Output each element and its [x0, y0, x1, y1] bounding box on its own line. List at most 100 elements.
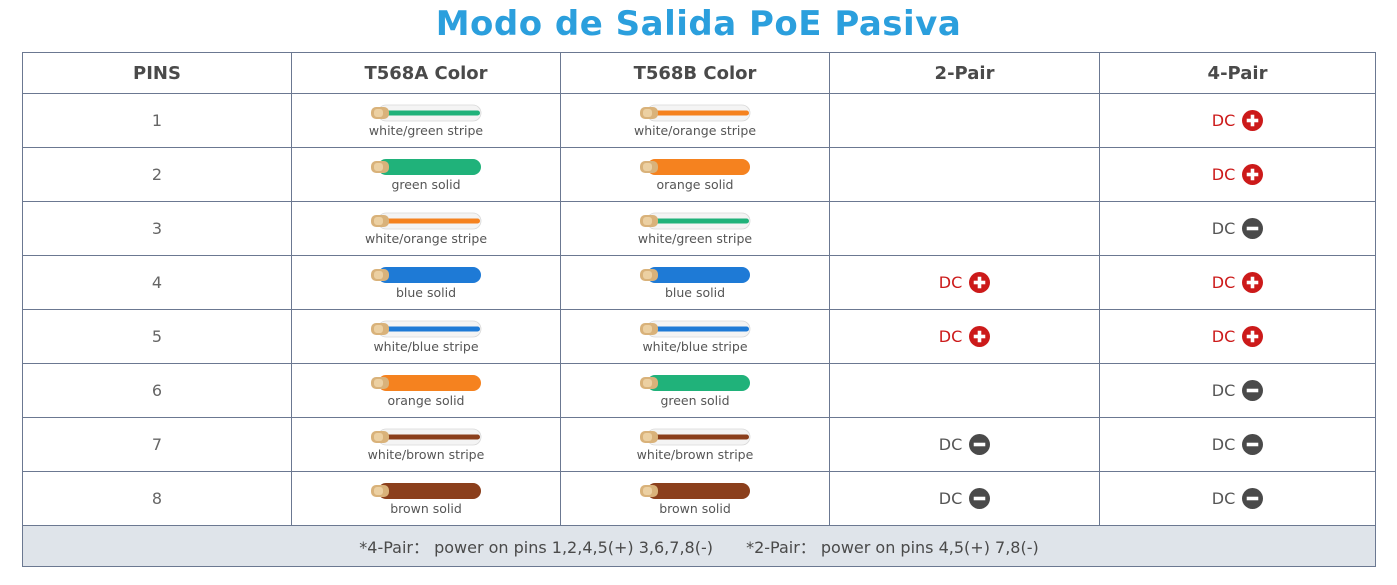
t568a-wire-label: brown solid	[390, 500, 462, 516]
minus-circle-icon	[1242, 380, 1264, 401]
dc-label: DC	[1211, 219, 1236, 238]
table-row: 7 white/brown stripe white/brown stripe DC D…	[22, 417, 1376, 472]
dc-label: DC	[938, 435, 963, 454]
t568b-wire-cell: green solid	[560, 363, 830, 418]
pin-number: 6	[22, 363, 292, 418]
t568a-wire-icon	[371, 266, 481, 283]
dc-polarity: DC	[1212, 110, 1264, 131]
t568b-wire-label: blue solid	[664, 284, 726, 300]
t568a-wire-label: green solid	[391, 176, 461, 192]
header-2-pair: 2-Pair	[829, 52, 1100, 94]
t568a-wire-icon	[371, 482, 481, 499]
t568a-wire-cell: white/orange stripe	[291, 201, 561, 256]
poe-pinout-table: PINS T568A Color T568B Color 2-Pair 4-Pa…	[22, 52, 1376, 567]
t568b-wire-label: white/blue stripe	[642, 338, 748, 354]
pin-number: 2	[22, 147, 292, 202]
header-4-pair: 4-Pair	[1099, 52, 1376, 94]
p2-cell	[829, 201, 1100, 256]
t568b-wire-cell: brown solid	[560, 471, 830, 526]
t568a-wire-label: white/blue stripe	[373, 338, 479, 354]
dc-label: DC	[1211, 327, 1236, 346]
table-header-row: PINS T568A Color T568B Color 2-Pair 4-Pa…	[22, 52, 1376, 94]
dc-polarity: DC	[1212, 488, 1264, 509]
table-row: 5 white/blue stripe white/blue stripe DC DC	[22, 309, 1376, 364]
t568b-wire-icon	[640, 104, 751, 121]
minus-circle-icon	[1242, 218, 1264, 239]
dc-polarity: DC	[1212, 434, 1264, 455]
t568a-wire-cell: white/blue stripe	[291, 309, 561, 364]
p4-cell: DC	[1099, 255, 1376, 310]
table-row: 3 white/orange stripe white/green stripe DC	[22, 201, 1376, 256]
t568a-wire-icon	[371, 320, 482, 337]
t568a-wire-icon	[371, 428, 482, 445]
p4-cell: DC	[1099, 201, 1376, 256]
p2-cell: DC	[829, 417, 1100, 472]
p2-cell	[829, 147, 1100, 202]
pin-number: 3	[22, 201, 292, 256]
t568a-wire-label: white/brown stripe	[367, 446, 485, 462]
minus-circle-icon	[1242, 488, 1264, 509]
t568a-wire-cell: white/brown stripe	[291, 417, 561, 472]
p2-cell	[829, 93, 1100, 148]
t568a-wire-icon	[371, 158, 481, 175]
pin-number: 1	[22, 93, 292, 148]
dc-label: DC	[1211, 111, 1236, 130]
table-row: 2 green solid orange solid DC	[22, 147, 1376, 202]
t568a-wire-label: blue solid	[395, 284, 457, 300]
plus-circle-icon	[969, 326, 991, 347]
plus-circle-icon	[1242, 110, 1264, 131]
minus-circle-icon	[1242, 434, 1264, 455]
p4-cell: DC	[1099, 93, 1376, 148]
t568b-wire-label: white/orange stripe	[633, 122, 757, 138]
dc-label: DC	[1211, 273, 1236, 292]
t568b-wire-icon	[640, 320, 751, 337]
dc-polarity: DC	[1212, 164, 1264, 185]
dc-polarity: DC	[1212, 326, 1264, 347]
footer-4-pair-note: *4-Pair： power on pins 1,2,4,5(+) 3,6,7,…	[359, 538, 713, 557]
plus-circle-icon	[969, 272, 991, 293]
header-pins: PINS	[22, 52, 292, 94]
table-row: 4 blue solid blue solid DC DC	[22, 255, 1376, 310]
dc-polarity: DC	[939, 326, 991, 347]
minus-circle-icon	[969, 434, 991, 455]
plus-circle-icon	[1242, 326, 1264, 347]
page-title: Modo de Salida PoE Pasiva	[435, 4, 962, 44]
t568b-wire-icon	[640, 266, 750, 283]
dc-polarity: DC	[939, 272, 991, 293]
table-row: 8 brown solid brown solid DC DC	[22, 471, 1376, 526]
t568b-wire-icon	[640, 482, 750, 499]
plus-circle-icon	[1242, 164, 1264, 185]
t568a-wire-icon	[371, 212, 482, 229]
t568a-wire-cell: white/green stripe	[291, 93, 561, 148]
t568b-wire-cell: white/orange stripe	[560, 93, 830, 148]
p2-cell: DC	[829, 309, 1100, 364]
pin-number: 8	[22, 471, 292, 526]
t568a-wire-icon	[371, 374, 481, 391]
t568b-wire-label: white/green stripe	[637, 230, 753, 246]
p4-cell: DC	[1099, 471, 1376, 526]
footer-row: *4-Pair： power on pins 1,2,4,5(+) 3,6,7,…	[22, 525, 1376, 567]
dc-polarity: DC	[1212, 380, 1264, 401]
t568b-wire-icon	[640, 374, 750, 391]
dc-polarity: DC	[939, 488, 991, 509]
t568a-wire-cell: blue solid	[291, 255, 561, 310]
t568a-wire-cell: brown solid	[291, 471, 561, 526]
t568a-wire-cell: orange solid	[291, 363, 561, 418]
table-row: 1 white/green stripe white/orange stripe DC	[22, 93, 1376, 148]
footer-note: *4-Pair： power on pins 1,2,4,5(+) 3,6,7,…	[22, 525, 1376, 567]
t568a-wire-icon	[371, 104, 482, 121]
dc-polarity: DC	[1212, 272, 1264, 293]
t568b-wire-cell: white/brown stripe	[560, 417, 830, 472]
t568b-wire-cell: orange solid	[560, 147, 830, 202]
t568a-wire-label: white/green stripe	[368, 122, 484, 138]
t568b-wire-cell: blue solid	[560, 255, 830, 310]
dc-polarity: DC	[939, 434, 991, 455]
dc-label: DC	[1211, 165, 1236, 184]
t568a-wire-label: white/orange stripe	[364, 230, 488, 246]
p2-cell: DC	[829, 471, 1100, 526]
p4-cell: DC	[1099, 417, 1376, 472]
t568b-wire-label: brown solid	[659, 500, 731, 516]
dc-label: DC	[1211, 381, 1236, 400]
dc-label: DC	[938, 327, 963, 346]
p2-cell	[829, 363, 1100, 418]
